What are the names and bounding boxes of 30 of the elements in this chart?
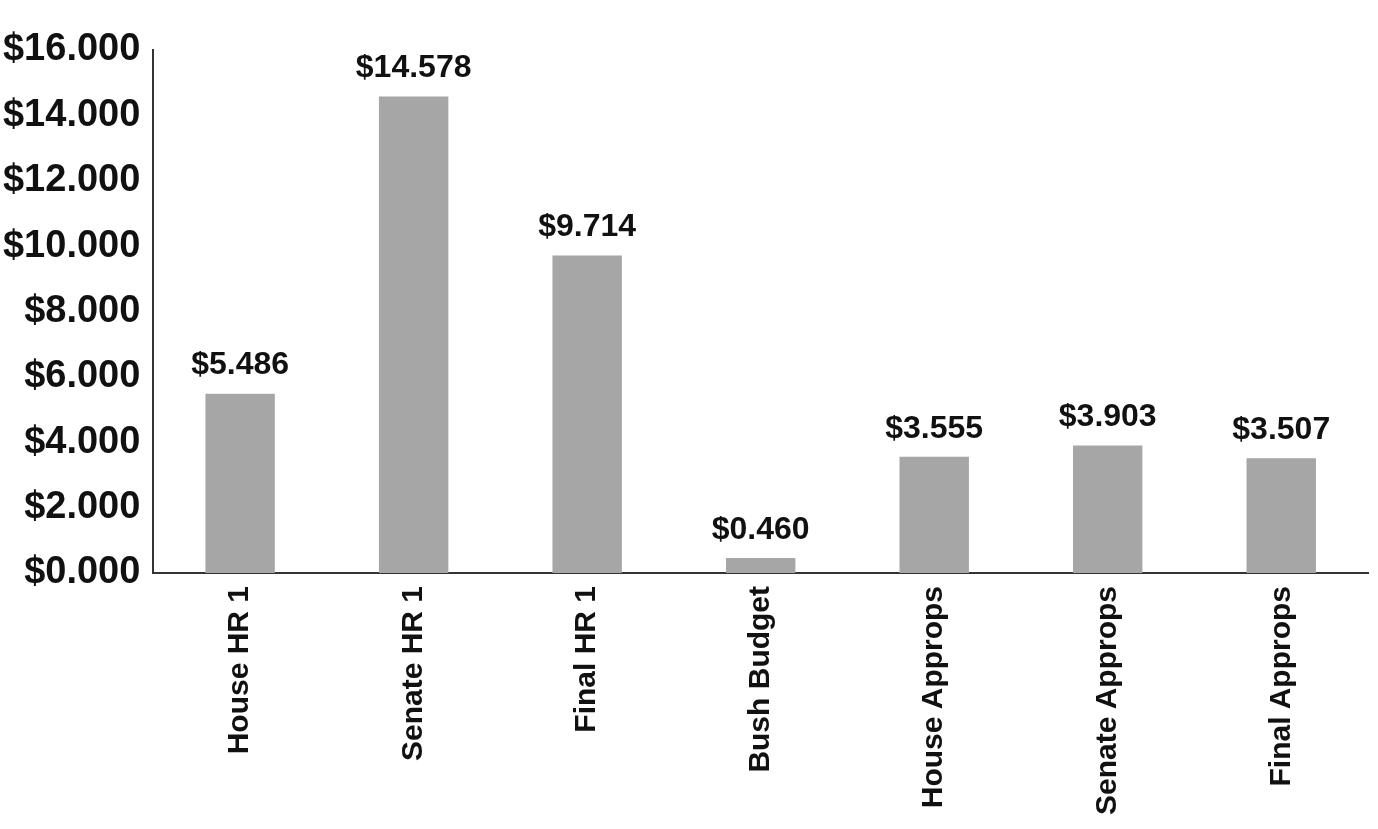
bar — [205, 393, 275, 573]
y-tick-label: $2.000 — [24, 484, 141, 527]
data-label: $14.578 — [355, 48, 472, 85]
y-tick-label: $6.000 — [24, 353, 141, 396]
y-tick-label: $16.000 — [2, 26, 141, 69]
bar — [899, 456, 969, 573]
y-tick-label: $8.000 — [24, 287, 141, 330]
y-tick-label: $12.000 — [2, 157, 141, 200]
data-label: $5.486 — [191, 345, 290, 382]
x-tick-label: Senate Approps — [1088, 585, 1122, 815]
data-label: $3.507 — [1232, 410, 1331, 447]
data-label: $3.903 — [1058, 397, 1157, 434]
y-tick-label: $4.000 — [24, 418, 141, 461]
y-tick-label: $10.000 — [2, 222, 141, 265]
data-label: $3.555 — [885, 408, 984, 445]
x-tick-label: Senate HR 1 — [394, 585, 428, 762]
y-tick-label: $14.000 — [2, 91, 141, 134]
x-tick-label: Final Approps — [1262, 585, 1296, 787]
bar — [378, 96, 449, 573]
data-label: $0.460 — [711, 509, 810, 546]
x-tick-label: Bush Budget — [741, 585, 775, 773]
x-tick-label: House HR 1 — [221, 585, 255, 755]
data-label: $9.714 — [538, 207, 637, 244]
bar — [725, 557, 796, 573]
bar — [1246, 458, 1316, 573]
y-tick-label: $0.000 — [24, 549, 141, 592]
bar — [1073, 445, 1143, 573]
bar — [552, 255, 622, 573]
x-tick-label: Final HR 1 — [568, 585, 602, 733]
x-tick-label: House Approps — [915, 585, 949, 809]
